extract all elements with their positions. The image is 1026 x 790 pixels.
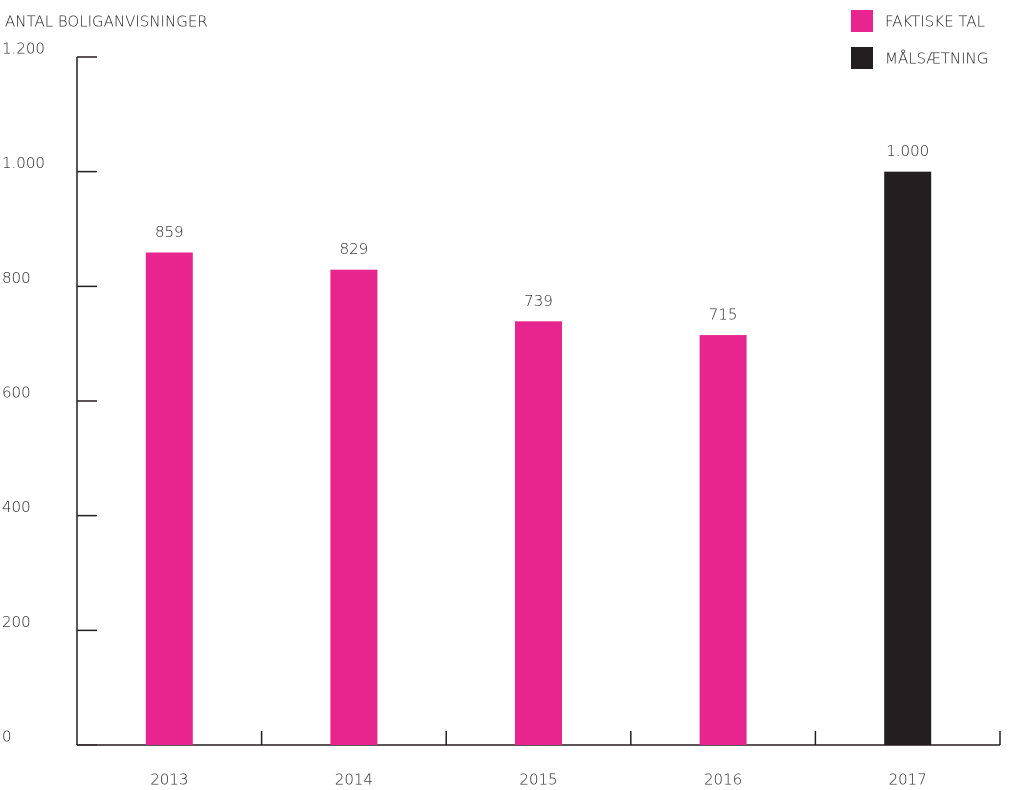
y-tick-label: 0 — [2, 728, 12, 746]
y-tick-label: 400 — [2, 498, 31, 516]
legend-swatch — [851, 10, 873, 32]
bar — [699, 335, 747, 745]
y-tick-label: 800 — [2, 269, 31, 287]
y-tick-label: 1.200 — [2, 40, 45, 58]
y-tick-label: 1.000 — [2, 154, 45, 172]
value-label: 739 — [524, 292, 553, 310]
legend-label: FAKTISKE TAL — [885, 13, 985, 31]
y-tick-label: 600 — [2, 384, 31, 402]
y-tick-label: 200 — [2, 613, 31, 631]
legend-label: MÅLSÆTNING — [885, 49, 988, 68]
x-tick-label: 2015 — [519, 771, 557, 789]
x-tick-label: 2013 — [150, 771, 188, 789]
legend-swatch — [851, 47, 873, 69]
value-label: 715 — [709, 306, 738, 324]
x-tick-label: 2016 — [704, 771, 742, 789]
bar — [515, 321, 562, 745]
x-tick-label: 2014 — [335, 771, 373, 789]
y-axis-title: ANTAL BOLIGANVISNINGER — [5, 13, 208, 31]
value-label: 1.000 — [886, 142, 929, 160]
bar — [884, 171, 932, 745]
value-label: 829 — [340, 240, 369, 258]
bar — [330, 269, 378, 745]
bar — [145, 252, 193, 746]
x-tick-label: 2017 — [889, 771, 927, 789]
value-label: 859 — [155, 223, 184, 241]
